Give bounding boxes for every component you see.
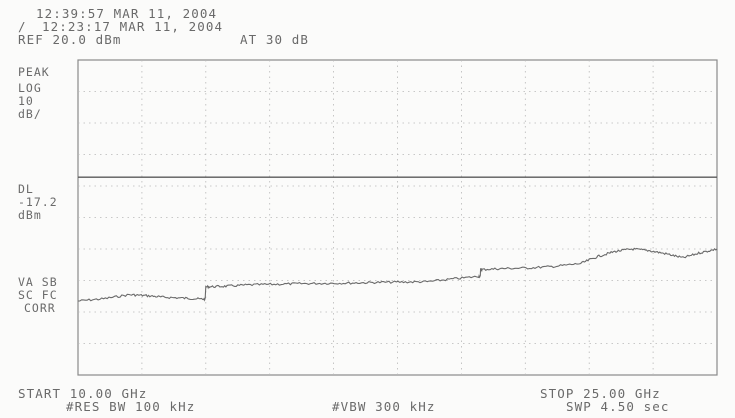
- timestamp: 12:39:57 MAR 11, 2004: [36, 6, 218, 21]
- display-line-value: -17.2: [18, 195, 58, 209]
- stop-frequency: STOP 25.00 GHz: [540, 386, 661, 401]
- plot-grid: [78, 60, 717, 375]
- marker-timestamp: 12:23:17 MAR 11, 2004: [42, 19, 224, 34]
- spectrum-trace: [78, 247, 718, 302]
- video-bandwidth: #VBW 300 kHz: [332, 399, 436, 414]
- marker-symbol: /: [18, 19, 27, 34]
- display-line-unit: dBm: [18, 208, 42, 222]
- scale-type-label: LOG: [18, 81, 42, 95]
- attenuation: AT 30 dB: [240, 32, 310, 47]
- resolution-bandwidth: #RES BW 100 kHz: [66, 399, 196, 414]
- detector-label: PEAK: [18, 65, 50, 79]
- sweep-time: SWP 4.50 sec: [566, 399, 670, 414]
- trace-modes-bottom: SC FC: [18, 288, 58, 302]
- scale-unit-label: dB/: [18, 107, 42, 121]
- scale-value-label: 10: [18, 94, 34, 108]
- trace-modes-top: VA SB: [18, 275, 58, 289]
- ref-level: REF 20.0 dBm: [18, 32, 122, 47]
- start-frequency: START 10.00 GHz: [18, 386, 148, 401]
- display-line-label: DL: [18, 182, 34, 196]
- correction-label: CORR: [24, 301, 56, 315]
